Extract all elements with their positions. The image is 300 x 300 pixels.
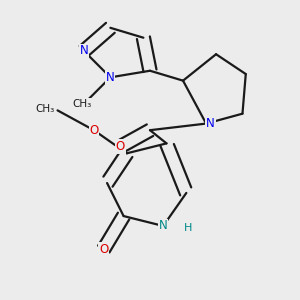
Text: O: O	[89, 124, 98, 137]
Text: CH₃: CH₃	[35, 104, 54, 114]
Text: N: N	[159, 220, 168, 232]
Text: O: O	[116, 140, 125, 153]
Text: N: N	[206, 117, 215, 130]
Text: N: N	[106, 71, 115, 84]
Text: H: H	[184, 223, 192, 232]
Text: CH₃: CH₃	[73, 99, 92, 109]
Text: N: N	[80, 44, 88, 57]
Text: O: O	[99, 243, 108, 256]
